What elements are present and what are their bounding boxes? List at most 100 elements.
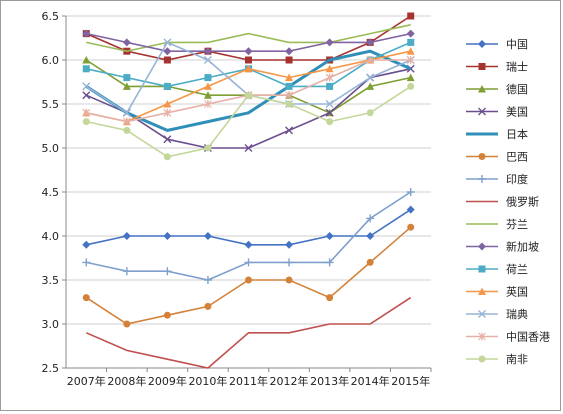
data-point xyxy=(326,294,333,301)
data-point xyxy=(245,277,252,284)
legend-item: 芬兰 xyxy=(466,218,528,231)
x-tick-label: 2015年 xyxy=(391,374,430,388)
data-point xyxy=(163,232,171,240)
legend-label: 英国 xyxy=(506,285,528,299)
x-tick-label: 2013年 xyxy=(310,374,349,388)
data-point xyxy=(123,74,130,81)
data-point xyxy=(286,101,293,108)
x-tick-label: 2012年 xyxy=(270,374,309,388)
data-point xyxy=(326,118,333,125)
legend-item: 印度 xyxy=(466,172,528,186)
x-tick-label: 2011年 xyxy=(229,374,268,388)
y-tick-label: 3.0 xyxy=(42,318,60,331)
data-point xyxy=(286,57,293,64)
data-point xyxy=(479,266,486,273)
data-point xyxy=(367,259,374,266)
data-point xyxy=(82,258,90,266)
data-point xyxy=(286,127,293,134)
series-俄罗斯 xyxy=(86,298,410,368)
legend-item: 德国 xyxy=(466,82,528,96)
data-point xyxy=(163,267,171,275)
data-point xyxy=(326,38,334,46)
data-point xyxy=(204,303,211,310)
data-point xyxy=(83,118,90,125)
data-point xyxy=(164,57,171,64)
y-tick-label: 4.0 xyxy=(42,230,60,243)
data-point xyxy=(407,206,415,214)
data-point xyxy=(164,83,171,90)
legend-item: 瑞典 xyxy=(466,307,528,321)
legend-item: 瑞士 xyxy=(466,60,528,74)
data-point xyxy=(407,83,414,90)
legend-item: 中国香港 xyxy=(466,331,550,344)
legend-item: 新加坡 xyxy=(466,240,539,254)
legend-item: 俄罗斯 xyxy=(466,196,539,209)
data-point xyxy=(123,38,131,46)
data-point xyxy=(407,188,415,196)
data-point xyxy=(82,241,90,249)
legend-label: 德国 xyxy=(506,82,528,96)
legend-label: 芬兰 xyxy=(506,218,528,231)
data-point xyxy=(285,241,293,249)
data-point xyxy=(407,30,415,38)
data-point xyxy=(366,232,374,240)
data-point xyxy=(478,40,486,48)
y-tick-label: 5.5 xyxy=(42,98,60,111)
data-point xyxy=(326,232,334,240)
legend-label: 瑞士 xyxy=(506,60,528,74)
legend-item: 美国 xyxy=(466,106,528,119)
data-point xyxy=(285,258,293,266)
x-tick-label: 2008年 xyxy=(107,374,146,388)
data-point xyxy=(479,153,486,160)
legend-label: 瑞典 xyxy=(506,307,528,321)
data-point xyxy=(83,294,90,301)
data-point xyxy=(123,232,131,240)
series-line xyxy=(86,298,410,368)
y-tick-label: 3.5 xyxy=(42,274,60,287)
data-point xyxy=(285,47,293,55)
x-tick-label: 2009年 xyxy=(148,374,187,388)
legend-item: 荷兰 xyxy=(466,263,528,276)
data-point xyxy=(478,243,486,251)
data-point xyxy=(204,145,211,152)
data-point xyxy=(164,312,171,319)
data-point xyxy=(123,267,131,275)
legend-item: 英国 xyxy=(466,285,528,299)
y-tick-label: 4.5 xyxy=(42,186,60,199)
legend-label: 美国 xyxy=(506,106,528,119)
data-point xyxy=(204,82,212,90)
data-point xyxy=(367,109,374,116)
series-巴西 xyxy=(83,224,414,328)
data-point xyxy=(407,47,415,55)
data-point xyxy=(407,224,414,231)
data-point xyxy=(407,74,415,82)
data-point xyxy=(245,57,252,64)
data-point xyxy=(245,92,252,99)
legend-label: 印度 xyxy=(506,172,528,186)
y-tick-label: 6.5 xyxy=(42,10,60,23)
legend-item: 巴西 xyxy=(466,151,528,164)
data-point xyxy=(123,127,130,134)
data-point xyxy=(326,74,333,82)
data-point xyxy=(204,232,212,240)
y-tick-label: 5.0 xyxy=(42,142,60,155)
data-point xyxy=(204,276,212,284)
legend-label: 荷兰 xyxy=(506,263,528,276)
data-point xyxy=(83,92,90,99)
data-point xyxy=(286,277,293,284)
data-point xyxy=(478,175,486,183)
data-point xyxy=(286,83,293,90)
legend-label: 南非 xyxy=(506,353,528,366)
legend-label: 中国 xyxy=(506,38,528,51)
x-tick-label: 2014年 xyxy=(351,374,390,388)
series-中国 xyxy=(82,206,414,249)
data-point xyxy=(245,241,253,249)
y-tick-label: 2.5 xyxy=(42,362,60,375)
data-point xyxy=(407,39,414,46)
legend-label: 俄罗斯 xyxy=(506,196,539,209)
legend: 中国瑞士德国美国日本巴西印度俄罗斯芬兰新加坡荷兰英国瑞典中国香港南非 xyxy=(466,38,550,366)
x-tick-label: 2007年 xyxy=(67,374,106,388)
x-tick-label: 2010年 xyxy=(188,374,227,388)
data-point xyxy=(123,321,130,328)
